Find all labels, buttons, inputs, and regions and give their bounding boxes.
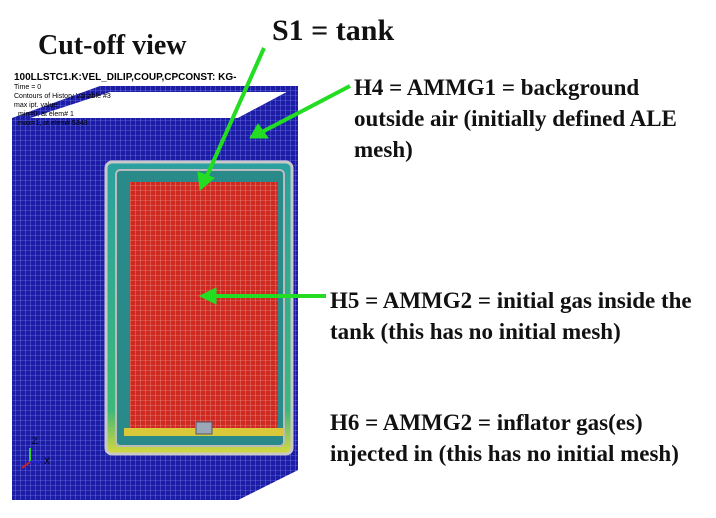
box-top-face [12, 86, 298, 124]
inflator [195, 421, 213, 435]
sim-max-ipt: max ipt. value [14, 102, 58, 109]
arrow-s1 [197, 47, 266, 191]
axis-triad [21, 448, 42, 469]
title: Cut-off view [38, 30, 187, 61]
sim-max: max=1, at elem# 5343 [18, 120, 88, 127]
tank-gas-region [130, 182, 278, 428]
arrow-h5 [198, 287, 326, 305]
axis-x-label: X [44, 456, 51, 466]
arrow-h4 [249, 84, 351, 139]
h6-label: H6 = AMMG2 = inflator gas(es) injected i… [330, 410, 679, 466]
sim-time: Time = 0 [14, 84, 42, 91]
sim-contours: Contours of History Variable #3 [14, 93, 111, 100]
axis-z-label: Z [32, 436, 38, 446]
sim-header: 100LLSTC1.K:VEL_DILIP,COUP,CPCONST: KG- [14, 72, 237, 83]
h4-label: H4 = AMMG1 = background outside air (ini… [354, 75, 677, 162]
h5-label: H5 = AMMG2 = initial gas inside the tank… [330, 288, 692, 344]
s1-label: S1 = tank [272, 14, 395, 47]
sim-min: min=0, at elem# 1 [18, 111, 74, 118]
